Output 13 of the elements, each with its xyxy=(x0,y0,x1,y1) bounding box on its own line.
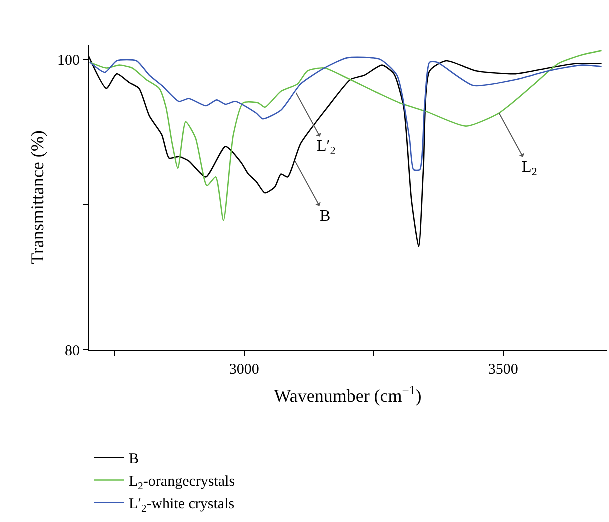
y-tick-label: 80 xyxy=(65,343,80,360)
y-axis-title: Transmittance (%) xyxy=(28,130,48,264)
legend-label: L′$_{2}$-white crystals xyxy=(129,496,235,515)
line-series xyxy=(89,50,602,222)
y-tick-label: 100 xyxy=(58,52,80,69)
x-tick-label: 3500 xyxy=(488,362,518,378)
x-tick-label: 3000 xyxy=(229,362,260,378)
x-axis-title: Wavenumber (cm$^{−1}$) xyxy=(274,384,422,406)
annotation: L′$_{2}$ xyxy=(317,138,336,158)
legend-label: L$_{2}$-orangecrystals xyxy=(129,474,236,492)
annotation: L$_{2}$ xyxy=(522,159,538,178)
annotation: B xyxy=(320,208,331,225)
legend-label: B xyxy=(129,452,140,468)
